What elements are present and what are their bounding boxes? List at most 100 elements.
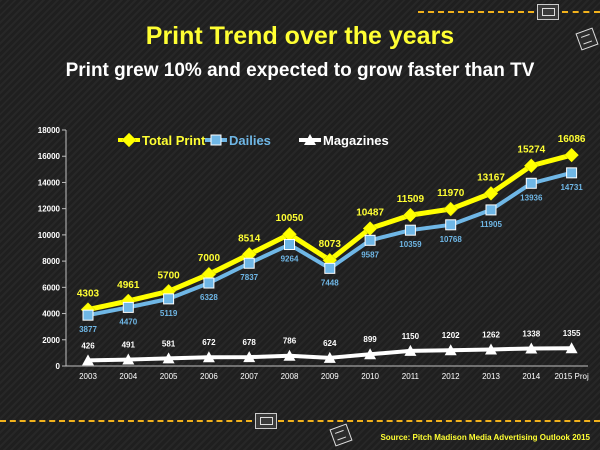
top-dashed-rule	[418, 11, 534, 13]
data-point	[163, 293, 175, 305]
data-label: 11970	[437, 188, 465, 199]
x-tick-label: 2005	[160, 372, 178, 381]
data-label: 1355	[563, 329, 581, 338]
data-label: 11509	[397, 194, 425, 205]
data-point	[404, 224, 416, 236]
x-tick-label: 2015 Proj	[554, 372, 588, 381]
y-tick-label: 6000	[42, 283, 60, 292]
y-tick-label: 12000	[38, 205, 61, 214]
data-label: 1202	[442, 331, 460, 340]
data-label: 6328	[200, 293, 218, 302]
data-point	[525, 342, 538, 354]
data-point	[485, 343, 497, 355]
data-label: 13936	[520, 193, 543, 202]
data-label: 581	[162, 339, 176, 348]
series-magazines: 426 491 581 672 678 786 624 899 1150 1202 1262 1338…	[81, 329, 581, 366]
data-point	[443, 201, 459, 217]
data-point	[122, 353, 135, 365]
series-total-print: 4303 4961 5700 7000 8514 10050 8073 10487 11509 1…	[77, 134, 586, 317]
data-point	[483, 186, 499, 201]
data-point	[485, 204, 497, 216]
y-tick-label: 8000	[42, 257, 60, 266]
data-label: 1150	[402, 332, 420, 341]
data-label: 3877	[79, 325, 97, 334]
y-tick-label: 4000	[42, 310, 60, 319]
data-label: 5700	[157, 270, 180, 281]
data-point	[445, 219, 457, 231]
data-label: 9587	[361, 250, 379, 259]
x-tick-label: 2008	[281, 372, 299, 381]
data-label: 7837	[240, 273, 258, 282]
data-point	[364, 348, 377, 360]
data-point	[283, 349, 296, 361]
y-tick-label: 0	[56, 362, 61, 371]
data-label: 10050	[276, 213, 304, 224]
bottom-dashed-rule-right	[278, 420, 600, 422]
data-label: 4961	[117, 280, 140, 291]
data-label: 13167	[477, 172, 505, 183]
data-point	[323, 351, 336, 363]
page-subtitle: Print grew 10% and expected to grow fast…	[65, 60, 535, 81]
data-point	[243, 257, 255, 269]
x-tick-label: 2007	[240, 372, 258, 381]
y-tick-label: 16000	[38, 152, 61, 161]
data-label: 5119	[160, 309, 178, 318]
data-label: 11905	[480, 220, 502, 229]
legend-marker	[304, 134, 316, 145]
data-label: 8073	[319, 239, 342, 250]
x-tick-label: 2006	[200, 372, 218, 381]
data-label: 491	[122, 341, 136, 350]
data-label: 10487	[356, 208, 384, 219]
data-label: 4303	[77, 289, 100, 300]
data-label: 899	[363, 335, 377, 344]
data-point	[444, 344, 457, 356]
data-point	[243, 351, 256, 363]
chart-legend: Total Print Dailies Magazines	[118, 132, 389, 148]
x-tick-label: 2012	[442, 372, 460, 381]
data-label: 1338	[522, 329, 540, 338]
legend-label: Dailies	[229, 133, 271, 148]
y-tick-label: 10000	[38, 231, 61, 240]
legend-item-total-print: Total Print	[118, 132, 206, 148]
legend-label: Total Print	[142, 133, 206, 148]
data-label: 8514	[238, 233, 261, 244]
monitor-icon-bottom	[255, 413, 277, 429]
x-tick-label: 2004	[119, 372, 137, 381]
data-point	[403, 207, 418, 223]
data-point	[324, 262, 336, 274]
x-tick-label: 2013	[482, 372, 500, 381]
legend-marker	[121, 132, 137, 148]
data-point	[364, 234, 376, 246]
data-label: 15274	[517, 145, 545, 156]
data-point	[202, 351, 215, 363]
x-tick-label: 2003	[79, 372, 97, 381]
data-point	[404, 344, 417, 356]
monitor-icon	[537, 4, 559, 20]
data-point	[523, 158, 539, 174]
source-note: Source: Pitch Madison Media Advertising …	[380, 433, 590, 442]
y-tick-label: 2000	[42, 336, 60, 345]
data-label: 1262	[482, 330, 500, 339]
data-label: 672	[202, 338, 216, 347]
data-label: 10359	[399, 240, 422, 249]
series-dailies: 3877 4470 5119 6328 7837 9264 7448 9587 10359 107…	[79, 167, 583, 334]
y-tick-label: 14000	[38, 178, 61, 187]
chart-series-layer: 4303 4961 5700 7000 8514 10050 8073 10487 11509 1…	[77, 134, 586, 366]
y-tick-label: 18000	[38, 126, 61, 135]
data-label: 10768	[440, 235, 463, 244]
data-point	[284, 239, 295, 251]
data-point	[565, 342, 578, 354]
x-tick-label: 2009	[321, 372, 339, 381]
chart-axes: 0 2000 4000 6000 8000 10000 12000 14000 16000 180…	[38, 126, 589, 381]
data-label: 786	[283, 337, 297, 346]
data-label: 678	[243, 338, 257, 347]
data-point	[203, 277, 215, 289]
data-label: 7448	[321, 278, 339, 287]
data-label: 16086	[558, 134, 586, 145]
data-label: 14731	[560, 183, 583, 192]
data-point	[122, 301, 134, 313]
data-point	[82, 309, 94, 321]
data-point	[564, 147, 579, 163]
x-tick-label: 2010	[361, 372, 379, 381]
